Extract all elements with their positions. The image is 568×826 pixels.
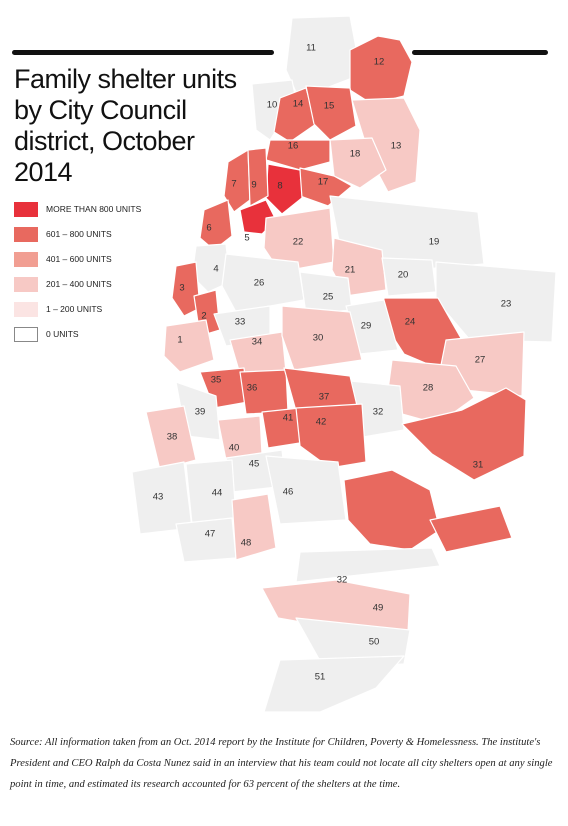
district-label: 43	[153, 492, 164, 503]
district-label: 24	[405, 317, 416, 328]
district-label: 50	[369, 637, 380, 648]
district-shape-42	[295, 403, 367, 469]
district-label: 49	[373, 603, 384, 614]
district-label: 13	[391, 141, 402, 152]
district-shape-11	[285, 15, 357, 93]
district-label: 47	[205, 529, 216, 540]
district-shape-15	[305, 85, 357, 141]
district-label: 23	[501, 299, 512, 310]
district-labels: 11 12 10 14 15 13 16 18 7 9 8 17 6 5 22 …	[153, 43, 512, 683]
district-shape-6	[199, 199, 233, 251]
district-shape-8	[265, 163, 303, 215]
district-label: 9	[251, 180, 256, 191]
district-shape-3	[171, 261, 201, 317]
district-label: 12	[374, 57, 385, 68]
district-shape-jamaica-bay	[343, 469, 441, 551]
legend-label: MORE THAN 800 UNITS	[46, 204, 142, 214]
legend-label: 0 UNITS	[46, 329, 79, 339]
legend-swatch	[14, 277, 38, 292]
district-shape-1	[163, 319, 215, 373]
district-label: 33	[235, 317, 246, 328]
district-shape-31	[401, 387, 527, 481]
district-shape-7	[223, 149, 251, 213]
district-label: 29	[361, 321, 372, 332]
district-shape-18	[329, 137, 387, 189]
district-label: 32	[373, 407, 384, 418]
district-shape-30	[281, 305, 363, 371]
district-shape-32-rockaway	[295, 547, 441, 583]
district-label: 16	[288, 141, 299, 152]
legend-label: 601 – 800 UNITS	[46, 229, 112, 239]
district-label: 45	[249, 459, 260, 470]
district-label: 5	[244, 233, 249, 244]
district-shape-38	[145, 405, 197, 471]
legend-label: 1 – 200 UNITS	[46, 304, 103, 314]
district-label: 26	[254, 278, 265, 289]
district-shape-9	[247, 147, 269, 207]
source-note: Source: All information taken from an Oc…	[10, 737, 553, 790]
district-label: 31	[473, 460, 484, 471]
district-label: 28	[423, 383, 434, 394]
district-shape-46	[265, 455, 347, 525]
district-shape-47	[175, 517, 237, 563]
legend-swatch	[14, 302, 38, 317]
district-label: 18	[350, 149, 361, 160]
district-label: 51	[315, 672, 326, 683]
district-label: 38	[167, 432, 178, 443]
district-label: 14	[293, 99, 304, 110]
district-label: 37	[319, 392, 330, 403]
district-label: 46	[283, 487, 294, 498]
district-shape-22	[263, 207, 335, 273]
district-shape-48	[231, 493, 277, 561]
district-label: 32	[337, 575, 348, 586]
district-label: 1	[177, 335, 182, 346]
district-label: 25	[323, 292, 334, 303]
legend-label: 401 – 600 UNITS	[46, 254, 112, 264]
map-title: Family shelter units by City Council dis…	[14, 64, 237, 187]
district-label: 4	[213, 264, 218, 275]
district-shape-20	[381, 257, 437, 297]
district-label: 10	[267, 100, 278, 111]
district-shape-14	[273, 87, 317, 143]
legend-swatch	[14, 327, 38, 342]
legend-label: 201 – 400 UNITS	[46, 279, 112, 289]
district-label: 22	[293, 237, 304, 248]
district-label: 11	[306, 43, 316, 54]
district-label: 41	[283, 413, 294, 424]
district-label: 19	[429, 237, 440, 248]
district-label: 15	[324, 101, 335, 112]
district-label: 21	[345, 265, 356, 276]
district-shape-12	[349, 35, 413, 105]
district-label: 36	[247, 383, 258, 394]
district-map: 11 12 10 14 15 13 16 18 7 9 8 17 6 5 22 …	[131, 15, 557, 713]
top-rule-left	[12, 50, 274, 55]
district-label: 48	[241, 538, 252, 549]
district-label: 34	[252, 337, 263, 348]
district-label: 17	[318, 177, 329, 188]
district-label: 30	[313, 333, 324, 344]
district-label: 35	[211, 375, 222, 386]
district-label: 2	[201, 311, 206, 322]
district-label: 3	[179, 283, 184, 294]
district-shape-rockaway	[429, 505, 513, 553]
district-label: 20	[398, 270, 409, 281]
district-label: 7	[231, 179, 236, 190]
district-label: 42	[316, 417, 327, 428]
district-shape-51	[263, 655, 405, 713]
district-label: 40	[229, 443, 240, 454]
district-label: 8	[277, 181, 282, 192]
district-label: 39	[195, 407, 206, 418]
district-label: 44	[212, 488, 223, 499]
legend-swatch	[14, 227, 38, 242]
top-rule-right	[412, 50, 548, 55]
district-shape-50	[295, 617, 411, 669]
legend-swatch	[14, 252, 38, 267]
district-label: 6	[206, 223, 211, 234]
legend-swatch	[14, 202, 38, 217]
district-label: 27	[475, 355, 486, 366]
